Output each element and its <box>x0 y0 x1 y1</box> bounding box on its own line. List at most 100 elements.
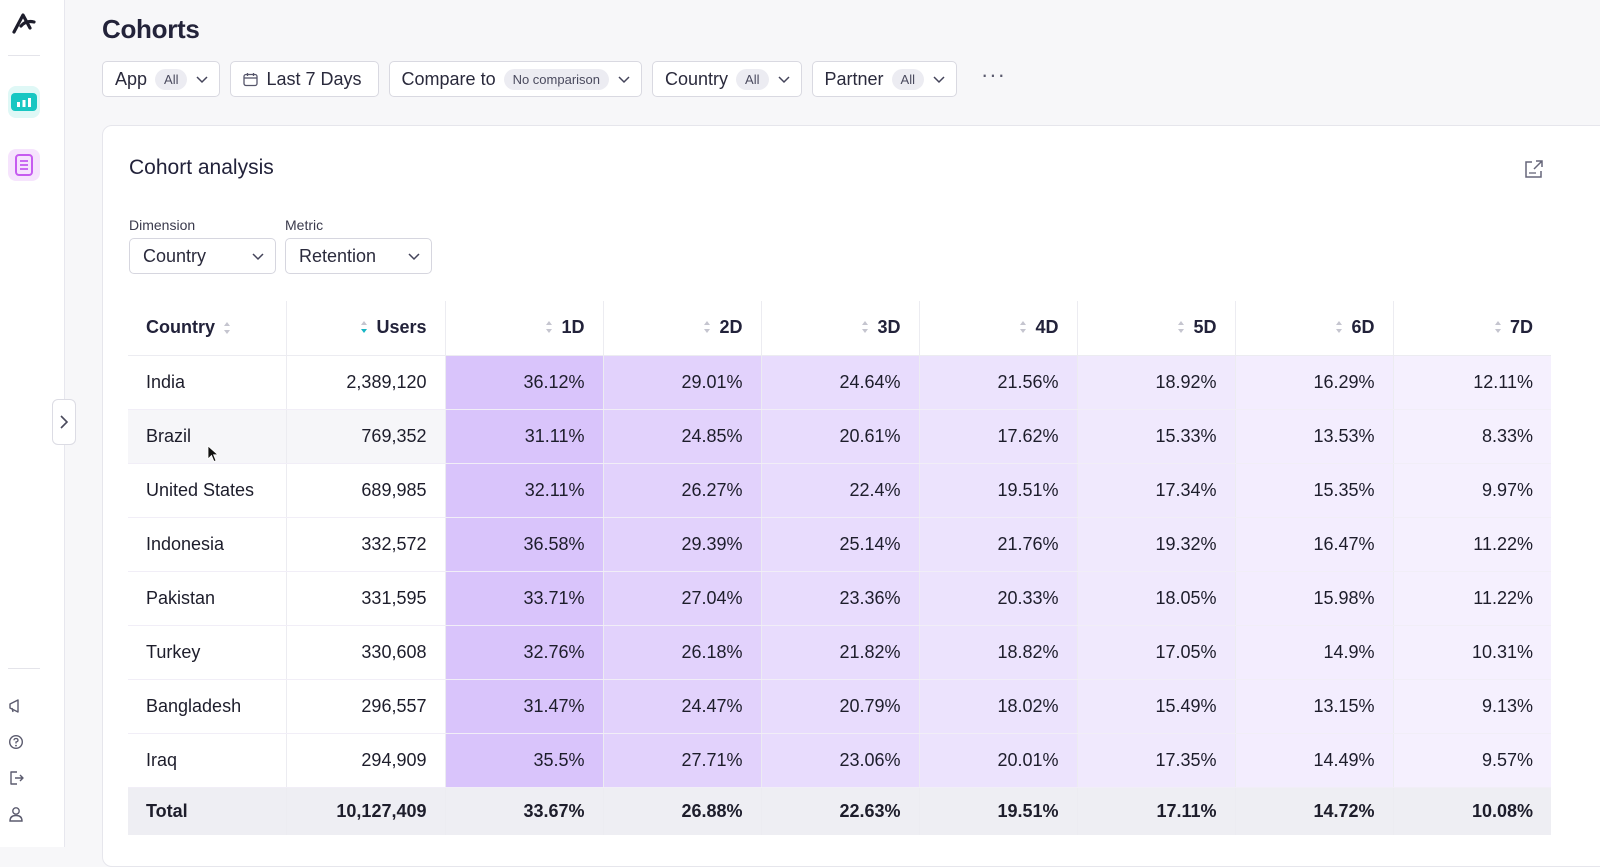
cell-retention-7d: 9.13% <box>1392 679 1551 734</box>
table-row[interactable]: Brazil 769,352 31.11% 24.85% 20.61% 17.62% 15.… <box>128 409 1551 464</box>
cell-retention-1d: 36.12% <box>444 355 603 410</box>
column-header-1d[interactable]: 1D <box>444 301 603 356</box>
chevron-down-icon <box>933 76 945 84</box>
table-row[interactable]: United States 689,985 32.11% 26.27% 22.4% 19.… <box>128 463 1551 518</box>
cell-retention-7d: 12.11% <box>1392 355 1551 410</box>
filter-label: App <box>115 68 148 89</box>
page-title: Cohorts <box>102 14 200 44</box>
metric-select[interactable]: Retention <box>285 238 432 274</box>
sort-icon <box>546 321 553 333</box>
table-row[interactable]: India 2,389,120 36.12% 29.01% 24.64% 21.56% 18… <box>128 355 1551 410</box>
sort-icon <box>224 321 230 334</box>
sort-icon <box>1494 321 1501 333</box>
cell-retention-5d: 17.34% <box>1076 463 1235 518</box>
chevron-right-icon <box>60 415 69 429</box>
sidebar-divider <box>8 668 40 669</box>
export-icon[interactable] <box>1523 158 1545 180</box>
sidebar-expand-button[interactable] <box>52 399 76 445</box>
cell-retention-6d: 15.35% <box>1234 463 1393 518</box>
filter-compare-to[interactable]: Compare to No comparison <box>388 61 643 97</box>
column-header-5d[interactable]: 5D <box>1076 301 1235 356</box>
column-header-6d[interactable]: 6D <box>1234 301 1393 356</box>
dimension-select[interactable]: Country <box>129 238 276 274</box>
metric-label: Metric <box>285 217 324 233</box>
filter-date-range[interactable]: Last 7 Days <box>230 61 379 97</box>
filter-label: Partner <box>824 68 884 89</box>
cell-retention-2d: 24.85% <box>602 409 761 464</box>
column-header-2d[interactable]: 2D <box>602 301 761 356</box>
filter-app[interactable]: App All <box>102 61 221 97</box>
chevron-down-icon <box>777 76 790 84</box>
column-header-country[interactable]: Country <box>128 301 286 356</box>
dimension-value: Country <box>143 245 207 266</box>
table-header-row: Country Users 1D 2D 3D 4D 5D 6D 7D <box>128 301 1551 356</box>
cell-retention-3d: 25.14% <box>760 517 919 572</box>
filter-country[interactable]: Country All <box>652 61 802 97</box>
cell-retention-2d: 24.47% <box>602 679 761 734</box>
sort-icon <box>1178 321 1185 333</box>
table-row[interactable]: Iraq 294,909 35.5% 27.71% 23.06% 20.01% 17.35%… <box>128 733 1551 788</box>
cell-retention-2d: 26.27% <box>602 463 761 518</box>
sidebar-item-reports[interactable] <box>8 149 40 181</box>
cell-total-7d: 10.08% <box>1392 787 1551 835</box>
cell-retention-2d: 26.18% <box>602 625 761 680</box>
cell-country: Pakistan <box>128 571 286 626</box>
table-row[interactable]: Indonesia 332,572 36.58% 29.39% 25.14% 21.76%… <box>128 517 1551 572</box>
table-row[interactable]: Turkey 330,608 32.76% 26.18% 21.82% 18.82% 17.… <box>128 625 1551 680</box>
cell-retention-5d: 17.35% <box>1076 733 1235 788</box>
filter-partner[interactable]: Partner All <box>811 61 957 97</box>
cohort-table: Country Users 1D 2D 3D 4D 5D 6D 7D India… <box>128 301 1551 835</box>
table-row[interactable]: Bangladesh 296,557 31.47% 24.47% 20.79% 18.02… <box>128 679 1551 734</box>
cell-retention-4d: 19.51% <box>918 463 1077 518</box>
cell-retention-7d: 11.22% <box>1392 571 1551 626</box>
column-header-label: 2D <box>719 316 743 337</box>
sidebar-item-logout[interactable] <box>6 768 26 788</box>
sidebar-item-help[interactable] <box>6 732 26 752</box>
column-header-label: 7D <box>1509 316 1533 337</box>
column-header-4d[interactable]: 4D <box>918 301 1077 356</box>
cell-retention-5d: 19.32% <box>1076 517 1235 572</box>
column-header-label: Country <box>146 317 215 338</box>
cell-retention-3d: 24.64% <box>760 355 919 410</box>
sidebar-item-dashboard[interactable] <box>8 86 40 118</box>
column-header-users[interactable]: Users <box>285 301 446 356</box>
chevron-down-icon <box>196 76 209 84</box>
cell-retention-5d: 15.49% <box>1076 679 1235 734</box>
filter-label: Last 7 Days <box>266 68 362 89</box>
cell-total-3d: 22.63% <box>760 787 919 835</box>
more-options-icon[interactable]: ··· <box>980 62 1006 87</box>
cell-total-label: Total <box>128 787 286 835</box>
cell-retention-5d: 15.33% <box>1076 409 1235 464</box>
cell-retention-3d: 20.79% <box>760 679 919 734</box>
cell-retention-4d: 18.02% <box>918 679 1077 734</box>
cell-users: 330,608 <box>285 625 446 680</box>
sidebar-divider <box>8 55 40 56</box>
sidebar-item-profile[interactable] <box>6 804 26 824</box>
cell-country: Turkey <box>128 625 286 680</box>
filter-bar: App All Last 7 Days Compare to No compar… <box>102 61 1006 97</box>
cell-retention-5d: 18.92% <box>1076 355 1235 410</box>
cell-retention-6d: 13.53% <box>1234 409 1393 464</box>
app-logo[interactable] <box>10 10 38 38</box>
cell-total-5d: 17.11% <box>1076 787 1235 835</box>
cell-retention-4d: 17.62% <box>918 409 1077 464</box>
cell-country: India <box>128 355 286 410</box>
sidebar-item-announcements[interactable] <box>6 696 26 716</box>
cell-retention-6d: 14.49% <box>1234 733 1393 788</box>
cell-total-1d: 33.67% <box>444 787 603 835</box>
cell-users: 689,985 <box>285 463 446 518</box>
filter-label: Compare to <box>401 68 496 89</box>
cell-retention-2d: 29.01% <box>602 355 761 410</box>
cell-users: 2,389,120 <box>285 355 446 410</box>
cell-retention-2d: 29.39% <box>602 517 761 572</box>
cell-retention-5d: 18.05% <box>1076 571 1235 626</box>
cell-retention-1d: 35.5% <box>444 733 603 788</box>
cell-retention-3d: 20.61% <box>760 409 919 464</box>
cell-retention-3d: 21.82% <box>760 625 919 680</box>
column-header-3d[interactable]: 3D <box>760 301 919 356</box>
chevron-down-icon <box>252 253 264 261</box>
column-header-label: Users <box>376 316 427 337</box>
calendar-icon <box>243 72 259 86</box>
column-header-7d[interactable]: 7D <box>1392 301 1551 356</box>
table-row[interactable]: Pakistan 331,595 33.71% 27.04% 23.36% 20.33% 1… <box>128 571 1551 626</box>
